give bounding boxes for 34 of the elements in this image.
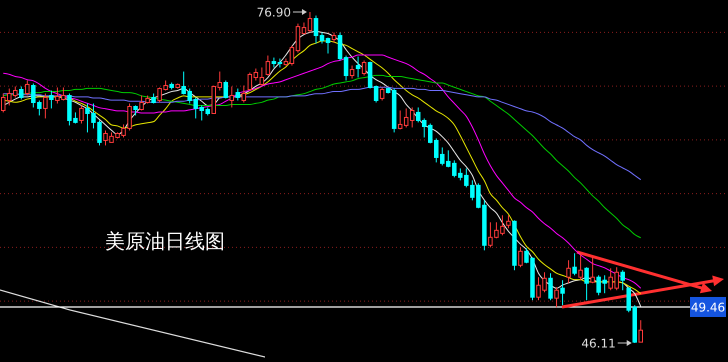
candlestick — [230, 86, 234, 108]
candlestick — [242, 85, 246, 104]
candlestick — [356, 56, 360, 78]
candlestick — [380, 86, 384, 101]
candlestick — [19, 86, 24, 100]
candlestick — [566, 260, 571, 284]
candlestick — [151, 92, 156, 104]
annotation: 76.90 — [256, 5, 291, 20]
candlestick — [79, 104, 84, 124]
candlestick — [590, 256, 595, 284]
candlestick — [554, 286, 559, 308]
candlestick — [25, 80, 30, 96]
candlestick — [548, 272, 553, 301]
candlestick — [518, 246, 523, 268]
candlestick — [266, 55, 270, 76]
candlestick — [43, 92, 48, 119]
candlestick — [578, 252, 583, 281]
candlestick — [350, 65, 354, 80]
candlestick — [224, 80, 228, 99]
ref-line-label: 49.46 — [690, 300, 726, 314]
candlestick — [506, 214, 511, 229]
candlestick — [572, 252, 577, 276]
candlestick — [236, 88, 240, 101]
candlestick — [133, 104, 138, 116]
candlestick — [332, 32, 336, 44]
candlestick — [362, 60, 366, 76]
candlestick — [49, 90, 54, 109]
annotation: 美原油日线图 — [105, 229, 225, 253]
candlestick — [638, 320, 643, 343]
candlestick — [560, 280, 565, 306]
candlestick — [584, 266, 589, 301]
candlestick — [620, 270, 625, 291]
candlestick — [103, 130, 108, 146]
annotation: 46.11 — [581, 336, 616, 350]
